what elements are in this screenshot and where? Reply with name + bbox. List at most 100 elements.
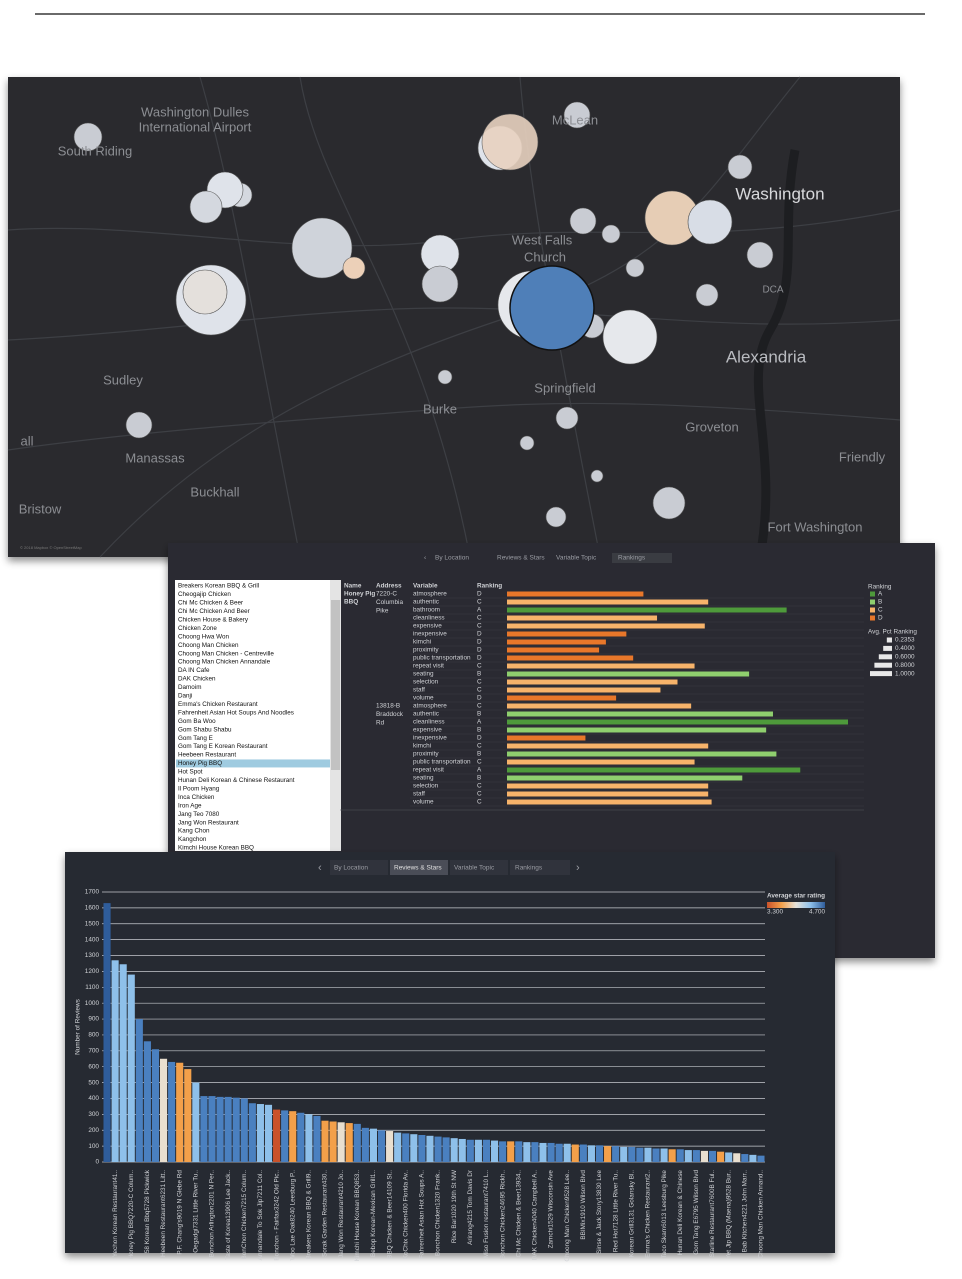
- list-item[interactable]: Choong Hwa Won: [178, 633, 229, 640]
- tab-box-active[interactable]: [390, 860, 448, 875]
- list-item[interactable]: Il Poom Hyang: [178, 785, 220, 792]
- list-item[interactable]: Jang Teo 7080: [178, 811, 220, 818]
- bar: [644, 1147, 652, 1162]
- list-item[interactable]: Heebeen Restaurant: [178, 752, 236, 759]
- bar: [176, 1062, 184, 1162]
- list-item[interactable]: Cheogajip Chicken: [178, 591, 231, 598]
- ranking: D: [477, 647, 482, 654]
- tab[interactable]: Variable Topic: [454, 865, 495, 872]
- list-item[interactable]: Honey Pig BBQ: [178, 760, 222, 767]
- list-item[interactable]: DA IN Cafe: [178, 667, 210, 674]
- bar: [208, 1096, 216, 1162]
- size-legend-label: 0.4000: [895, 645, 915, 652]
- color-ramp: [767, 902, 825, 908]
- x-tick-label: Starline Restaurant7600B Ful..: [709, 1170, 716, 1258]
- list-item[interactable]: Chicken Zone: [178, 625, 217, 632]
- tab-next[interactable]: ›: [576, 862, 580, 874]
- list-item[interactable]: Kangchon: [178, 836, 207, 843]
- list-item[interactable]: Damoim: [178, 684, 201, 691]
- tab-box[interactable]: [510, 860, 570, 875]
- list-item[interactable]: Chicken House & Bakery: [178, 616, 249, 623]
- x-tick-label: Bonchon Arlington2201 N Per..: [209, 1170, 216, 1258]
- legend-title: Avg. Pct Ranking: [868, 629, 917, 636]
- x-tick-label: KoChix Chicken400 Florida Av..: [402, 1170, 409, 1260]
- tab[interactable]: Reviews & Stars: [497, 555, 545, 562]
- list-item[interactable]: Kimchi House Korean BBQ: [178, 845, 254, 852]
- list-item[interactable]: DAK Chicken: [178, 676, 216, 683]
- tab[interactable]: By Location: [435, 555, 469, 562]
- bar: [337, 1122, 345, 1162]
- list-item[interactable]: Inca Chicken: [178, 794, 215, 801]
- x-tick-label: Miso Fusion restaurant7410 L..: [483, 1170, 490, 1258]
- map-background: [8, 77, 900, 557]
- ranking: C: [477, 599, 482, 606]
- list-item[interactable]: Choong Man Chicken - Centreville: [178, 650, 274, 657]
- list-item[interactable]: Hot Spot: [178, 769, 203, 776]
- y-tick-label: 900: [88, 1016, 99, 1023]
- list-item[interactable]: Choong Man Chicken: [178, 642, 239, 649]
- bar: [515, 1141, 523, 1162]
- legend-swatch: [870, 607, 875, 613]
- tab[interactable]: Reviews & Stars: [394, 865, 442, 872]
- list-item[interactable]: Kang Chon: [178, 828, 210, 835]
- list-item[interactable]: Breakers Korean BBQ & Grill: [178, 583, 259, 590]
- list-item[interactable]: Chi Mc Chicken & Beer: [178, 600, 243, 607]
- bar: [224, 1096, 232, 1162]
- ranking-bar: [507, 615, 658, 621]
- bar: [442, 1137, 450, 1162]
- bar: [192, 1082, 200, 1162]
- bar: [579, 1144, 587, 1162]
- tab[interactable]: Rankings: [618, 555, 646, 562]
- tab-prev[interactable]: ‹: [424, 555, 426, 562]
- bar: [725, 1152, 733, 1162]
- legend-swatch: [870, 599, 875, 605]
- list-item[interactable]: Fahrenheit Asian Hot Soups And Noodles: [178, 709, 294, 716]
- tab[interactable]: By Location: [334, 865, 368, 872]
- bar: [159, 1058, 168, 1162]
- tab-box[interactable]: [330, 860, 388, 875]
- size-legend-bar: [874, 662, 892, 668]
- list-item[interactable]: Hunan Deli Korean & Chinese Restaurant: [178, 777, 295, 784]
- tab-box[interactable]: [450, 860, 508, 875]
- bar: [466, 1139, 474, 1162]
- bar: [410, 1134, 418, 1162]
- x-tick-label: Woo Lae Oak8240 Leesburg P..: [289, 1170, 296, 1261]
- tab[interactable]: Variable Topic: [556, 555, 597, 562]
- list-item[interactable]: Choong Man Chicken Annandale: [178, 659, 271, 666]
- list-item[interactable]: Gom Tang E Korean Restaurant: [178, 743, 268, 750]
- ranking: C: [477, 791, 482, 798]
- bar: [111, 960, 119, 1162]
- list-item[interactable]: Danji: [178, 693, 192, 700]
- map-label: Church: [524, 249, 566, 264]
- y-tick-label: 400: [88, 1095, 99, 1102]
- map-label: Washington Dulles: [141, 104, 249, 119]
- x-tick-label: Jang Won Restaurant4210 Jo..: [338, 1170, 345, 1258]
- list-item[interactable]: Chi Mc Chicken And Beer: [178, 608, 250, 615]
- variable: inexpensive: [413, 631, 447, 638]
- variable: repeat visit: [413, 767, 444, 774]
- list-item[interactable]: Emma's Chicken Restaurant: [178, 701, 258, 708]
- variable: authentic: [413, 711, 440, 718]
- bar: [757, 1155, 765, 1162]
- tab[interactable]: Rankings: [515, 865, 543, 872]
- map-label: Burke: [423, 401, 457, 416]
- bar: [628, 1146, 636, 1162]
- ranking-bar: [507, 703, 692, 709]
- variable: volume: [413, 695, 434, 702]
- list-item[interactable]: Gom Tang E: [178, 735, 213, 742]
- bar: [741, 1154, 749, 1162]
- y-tick-label: 800: [88, 1032, 99, 1039]
- legend-label: A: [878, 591, 883, 598]
- x-tick-label: Yechon Korean Restaurant41..: [112, 1170, 119, 1257]
- list-item[interactable]: Gom Ba Woo: [178, 718, 216, 725]
- bar: [523, 1142, 531, 1162]
- ranking-bar: [507, 679, 678, 685]
- restaurant-list[interactable]: [175, 580, 341, 851]
- list-item[interactable]: Iron Age: [178, 802, 202, 809]
- list-item[interactable]: Gom Shabu Shabu: [178, 726, 232, 733]
- legend-swatch: [870, 591, 875, 597]
- list-item[interactable]: Jang Won Restaurant: [178, 819, 239, 826]
- tab-prev[interactable]: ‹: [318, 862, 322, 874]
- bar: [652, 1148, 660, 1162]
- scroll-thumb[interactable]: [331, 600, 340, 770]
